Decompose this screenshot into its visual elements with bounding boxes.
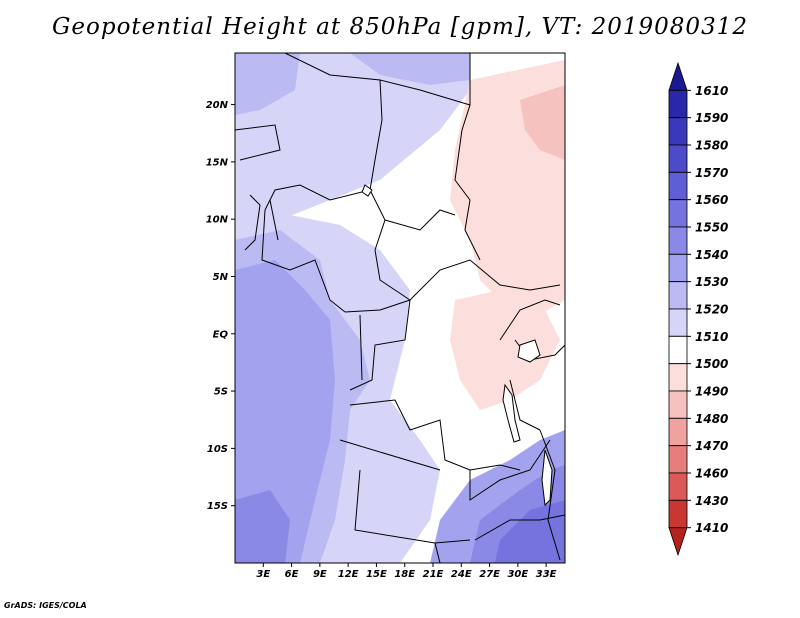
colorbar-label: 1430 xyxy=(695,494,728,508)
x-tick-label: 12E xyxy=(338,569,359,580)
y-axis: 20N 15N 10N 5N EQ 5S 10S 15S xyxy=(206,100,235,512)
north-blue-patch xyxy=(350,53,470,85)
colorbar-segment xyxy=(668,390,688,419)
colorbar-segment xyxy=(668,472,688,501)
southwest-blue xyxy=(235,490,290,563)
colorbar-segment xyxy=(668,199,688,228)
colorbar-label: 1470 xyxy=(695,439,728,453)
colorbar-label: 1590 xyxy=(695,111,728,125)
colorbar-segment xyxy=(668,499,688,529)
colorbar-segment xyxy=(668,171,688,201)
country-borders xyxy=(235,53,565,563)
map-panel xyxy=(235,53,565,563)
colorbar-label: 1580 xyxy=(695,139,728,153)
y-tick-label: 5S xyxy=(214,387,228,398)
colorbar-label: 1550 xyxy=(695,221,728,235)
colorbar-segment xyxy=(668,253,688,283)
x-axis: 3E 6E 9E 12E 15E 18E 21E 24E 27E 30E 33E xyxy=(256,563,557,580)
colorbar-label: 1610 xyxy=(695,84,728,98)
colorbar: 1610 1590 1580 1570 1560 1550 1540 1530 1520 1510… xyxy=(668,61,728,557)
y-tick-label: 5N xyxy=(213,272,229,283)
chart-title: Geopotential Height at 850hPa [gpm], VT:… xyxy=(52,14,748,40)
y-tick-label: 10N xyxy=(206,215,229,226)
atlantic-blue xyxy=(235,260,335,563)
colorbar-label: 1520 xyxy=(695,303,728,317)
x-tick-label: 15E xyxy=(366,569,387,580)
grads-credit: GrADS: IGES/COLA xyxy=(4,601,87,610)
colorbar-label: 1490 xyxy=(695,385,728,399)
x-tick-label: 21E xyxy=(423,569,444,580)
y-tick-label: 15S xyxy=(207,501,228,512)
colorbar-label: 1510 xyxy=(695,330,728,344)
colorbar-label: 1560 xyxy=(695,193,728,207)
colorbar-segment xyxy=(668,308,688,337)
lakes xyxy=(361,184,553,507)
x-tick-label: 27E xyxy=(479,569,500,580)
colorbar-segment xyxy=(668,117,688,146)
x-tick-label: 30E xyxy=(507,569,528,580)
colorbar-segment xyxy=(668,445,688,474)
map-frame xyxy=(234,52,566,564)
southeast-deepest-blue xyxy=(495,500,565,563)
north-light-blue-region xyxy=(235,53,470,225)
x-tick-label: 33E xyxy=(536,569,557,580)
colorbar-segment xyxy=(668,226,688,255)
colorbar-segment xyxy=(668,527,688,557)
colorbar-segment xyxy=(668,417,688,447)
colorbar-label: 1410 xyxy=(695,521,728,535)
central-east-pink xyxy=(450,290,560,410)
colorbar-label: 1540 xyxy=(695,248,728,262)
y-tick-label: 20N xyxy=(206,100,229,111)
northeast-darker-pink xyxy=(520,85,565,160)
y-tick-label: 10S xyxy=(207,444,228,455)
x-tick-label: 6E xyxy=(285,569,299,580)
colorbar-segment xyxy=(668,363,688,392)
colorbar-segment xyxy=(668,89,688,119)
colorbar-segment xyxy=(668,61,688,91)
colorbar-segment xyxy=(668,281,688,310)
colorbar-label: 1570 xyxy=(695,166,728,180)
northwest-blue-patch xyxy=(235,53,300,115)
y-tick-label: EQ xyxy=(213,329,229,340)
colorbar-label: 1460 xyxy=(695,467,728,481)
y-tick-label: 15N xyxy=(206,157,229,168)
colorbar-segment xyxy=(668,335,688,365)
x-tick-label: 18E xyxy=(394,569,415,580)
colorbar-segment xyxy=(668,144,688,173)
colorbar-label: 1530 xyxy=(695,275,728,289)
colorbar-label: 1480 xyxy=(695,412,728,426)
x-tick-label: 3E xyxy=(256,569,270,580)
x-tick-label: 9E xyxy=(313,569,327,580)
colorbar-label: 1500 xyxy=(695,357,728,371)
x-tick-label: 24E xyxy=(451,569,472,580)
